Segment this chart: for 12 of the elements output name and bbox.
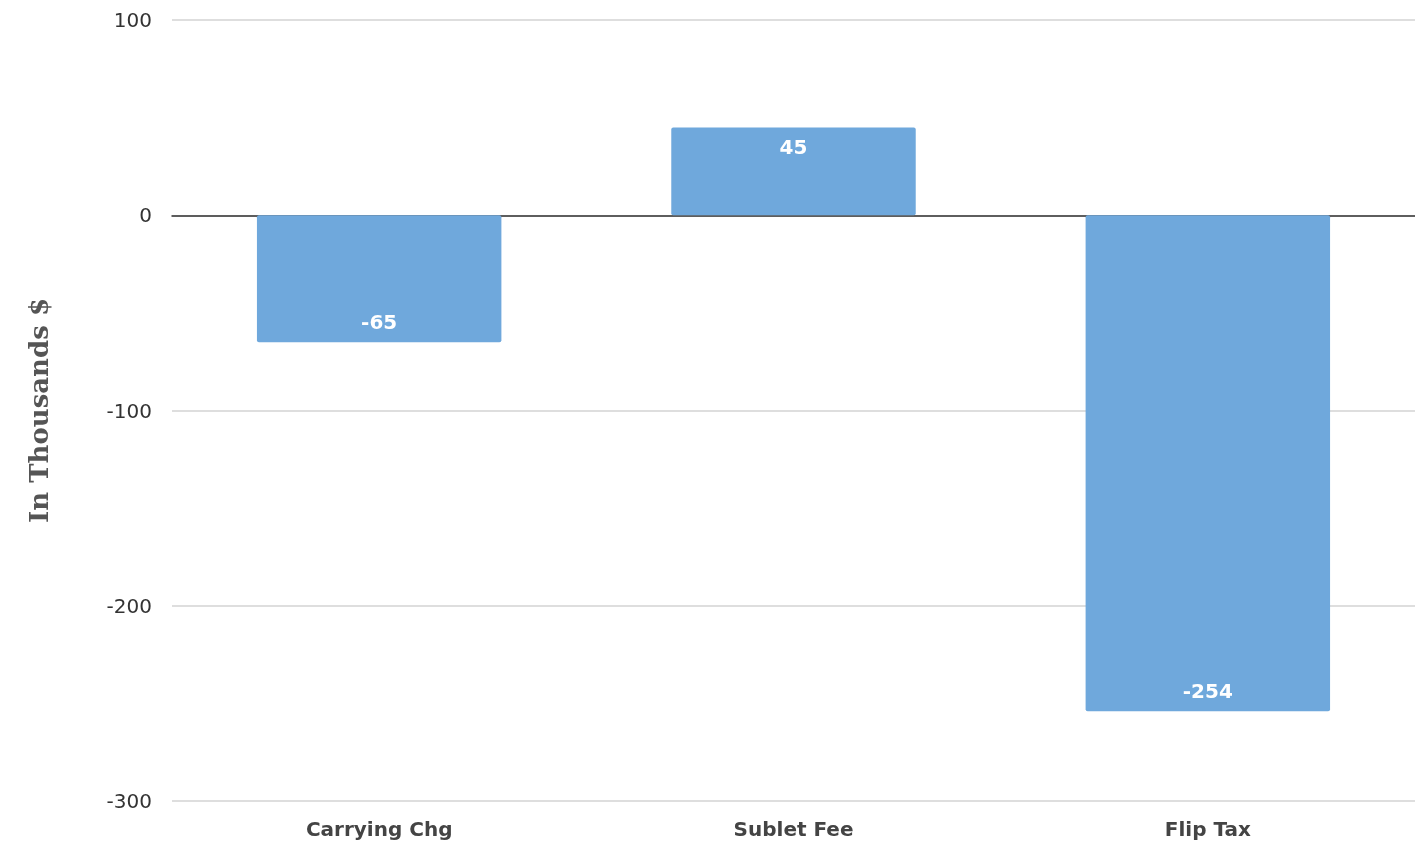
x-tick-label: Carrying Chg (305, 817, 453, 841)
y-tick-label: -300 (106, 789, 152, 813)
x-tick-label: Flip Tax (1164, 817, 1251, 841)
y-tick-label: -100 (106, 398, 152, 423)
data-label: 45 (779, 135, 808, 160)
data-label: -254 (1182, 679, 1233, 704)
y-tick-label: 0 (139, 203, 152, 228)
y-axis-title: In Thousands $ (24, 298, 54, 523)
x-tick-label: Sublet Fee (733, 817, 854, 841)
y-tick-label: -200 (106, 593, 152, 618)
y-tick-label: 100 (113, 8, 152, 32)
data-label: -65 (361, 310, 398, 335)
